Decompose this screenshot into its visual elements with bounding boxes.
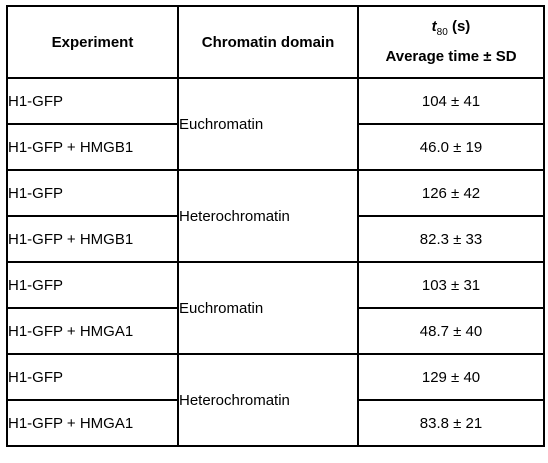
domain-cell: Euchromatin: [177, 261, 359, 355]
experiment-cell: H1-GFP: [6, 353, 179, 401]
table-row: H1-GFP Heterochromatin 129 ± 40: [6, 353, 545, 447]
time-cell: 104 ± 41: [357, 77, 545, 125]
table-row: H1-GFP + HMGB1 82.3 ± 33: [6, 215, 545, 263]
experiment-cell: H1-GFP + HMGB1: [6, 123, 179, 171]
experiment-cell: H1-GFP + HMGB1: [6, 215, 179, 263]
header-average-time: t80 (s) Average time ± SD: [357, 5, 545, 79]
table-header: Experiment Chromatin domain t80 (s) Aver…: [6, 5, 545, 79]
header-time-line1: t80 (s): [359, 15, 543, 45]
table-body: H1-GFP Euchromatin 104 ± 41 H1-GFP + HMG…: [6, 77, 545, 447]
header-time-line2: Average time ± SD: [385, 48, 517, 65]
table-row: H1-GFP + HMGB1 46.0 ± 19: [6, 123, 545, 171]
time-cell: 48.7 ± 40: [357, 307, 545, 355]
time-cell: 46.0 ± 19: [357, 123, 545, 171]
experiment-cell: H1-GFP + HMGA1: [6, 399, 179, 447]
table-row: H1-GFP Heterochromatin 126 ± 42: [6, 169, 545, 263]
experiment-cell: H1-GFP: [6, 169, 179, 217]
table-row: H1-GFP + HMGA1 83.8 ± 21: [6, 399, 545, 447]
domain-cell: Heterochromatin: [177, 353, 359, 447]
t-subscript: 80: [436, 27, 448, 38]
time-cell: 83.8 ± 21: [357, 399, 545, 447]
experiment-cell: H1-GFP: [6, 261, 179, 309]
table-row: H1-GFP + HMGA1 48.7 ± 40: [6, 307, 545, 355]
header-row: Experiment Chromatin domain t80 (s) Aver…: [6, 5, 545, 79]
time-cell: 129 ± 40: [357, 353, 545, 401]
time-cell: 126 ± 42: [357, 169, 545, 217]
time-cell: 103 ± 31: [357, 261, 545, 309]
table-row: H1-GFP Euchromatin 103 ± 31: [6, 261, 545, 355]
experiment-cell: H1-GFP + HMGA1: [6, 307, 179, 355]
time-cell: 82.3 ± 33: [357, 215, 545, 263]
t80-symbol: t80: [431, 18, 448, 38]
t-letter: t: [431, 18, 437, 35]
header-experiment: Experiment: [6, 5, 179, 79]
time-unit: (s): [451, 18, 471, 35]
results-table: Experiment Chromatin domain t80 (s) Aver…: [6, 5, 545, 447]
header-chromatin-domain: Chromatin domain: [177, 5, 359, 79]
experiment-cell: H1-GFP: [6, 77, 179, 125]
table-row: H1-GFP Euchromatin 104 ± 41: [6, 77, 545, 171]
domain-cell: Heterochromatin: [177, 169, 359, 263]
domain-cell: Euchromatin: [177, 77, 359, 171]
